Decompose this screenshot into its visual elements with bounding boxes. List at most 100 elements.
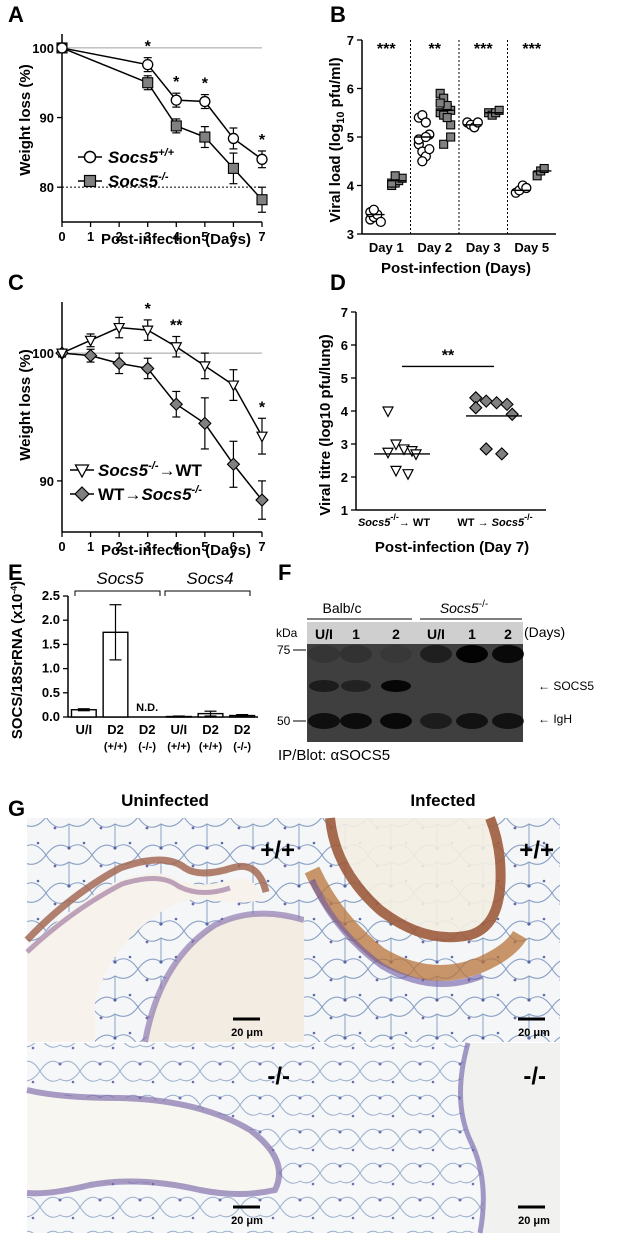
panel-c-sig-1: ** [170, 318, 183, 335]
panel-e-xtick-2: D2 [139, 722, 156, 737]
blot-lane-label-5: 2 [504, 626, 512, 642]
micro-col-uninfected: Uninfected [121, 791, 209, 810]
panel-e-genotype-1: (+/+) [104, 741, 128, 753]
panel-a-ytick-0: 80 [40, 180, 54, 195]
blot-igh-band-3 [420, 713, 452, 729]
micrograph-infected-wt: +/+ 20 μm [304, 818, 560, 1042]
panel-b-g0-wt-point-5 [369, 205, 378, 214]
panel-b-sig-1: ** [429, 41, 442, 58]
panel-d-ytick-4: 5 [341, 371, 348, 386]
panel-d-sig: ** [442, 347, 455, 364]
panel-d-ytick-6: 7 [341, 305, 348, 320]
panel-d-g0-point-6 [391, 466, 401, 476]
panel-d-g0-point-7 [403, 470, 413, 480]
panel-a-xtick-7: 7 [258, 229, 265, 244]
panel-d-ytick-5: 6 [341, 338, 348, 353]
panel-e-genotype-5: (-/-) [233, 741, 251, 753]
panel-c-xtick-4: 4 [173, 539, 181, 554]
panel-a-series-1-point-5 [257, 195, 267, 205]
panel-b-chart: Viral load (log10 pfu/ml) Post-infection… [327, 33, 556, 277]
panel-a-series-0-point-5 [257, 154, 267, 164]
blot-lane-label-2: 2 [392, 626, 400, 642]
micro-scalebar-2: 20 μm [518, 1027, 550, 1039]
panel-d-g0-point-4 [383, 448, 393, 458]
panel-a-ytick-2: 100 [32, 41, 54, 56]
micrograph-infected-ko: -/- 20 μm [304, 1043, 560, 1233]
panel-d-xtick-2: WT → Socs5-/- [457, 512, 532, 529]
panel-c-ytick-0: 90 [40, 474, 54, 489]
blot-lane-label-4: 1 [468, 626, 476, 642]
panel-b-ylabel: Viral load (log10 pfu/ml) [327, 57, 347, 222]
panel-a-xtick-3: 3 [144, 229, 151, 244]
panel-a-ylabel: Weight loss (%) [17, 64, 34, 175]
panel-a-sig-0: * [145, 39, 152, 56]
panel-e-genotype-4: (+/+) [199, 741, 223, 753]
panel-d-ytick-3: 4 [341, 404, 349, 419]
panel-b-g1-wt-point-2 [421, 118, 430, 127]
blot-high-band-1 [340, 645, 372, 663]
panel-e-ytick-4: 2.0 [42, 612, 60, 627]
legend-label-ko: Socs5-/- [108, 171, 169, 191]
panel-a-series-1-point-4 [228, 163, 238, 173]
micrograph-uninfected-ko: -/- 20 μm [27, 1043, 304, 1233]
panel-a-series-1-point-1 [143, 78, 153, 88]
blot-socs5-band-0 [309, 680, 339, 692]
panel-d-ytick-0: 1 [341, 503, 348, 518]
panel-e-ytick-0: 0.0 [42, 709, 60, 724]
panel-c-xtick-0: 0 [58, 539, 65, 554]
panel-e-chart: SOCS/18SrRNA (x10-4) Socs5 Socs4 0.00.51… [9, 569, 258, 753]
panel-d-g1-point-2 [491, 397, 503, 409]
panel-d-chart: Viral titre (log10 pfu/lung) Socs5-/-→ W… [317, 305, 546, 556]
panel-e-genotype-3: (+/+) [167, 741, 191, 753]
panel-d-ytick-2: 3 [341, 437, 348, 452]
panel-a-chart: Weight loss (%) Post-infection (Days) So… [17, 34, 267, 248]
panel-letter-a: A [8, 2, 24, 27]
micrograph-uninfected-wt: +/+ 20 μm [27, 818, 304, 1042]
panel-b-sig-2: *** [474, 41, 493, 58]
blot-kda-label: kDa [276, 626, 298, 640]
blot-group-ko: Socs5-/- [440, 599, 488, 616]
blot-igh-band-1 [340, 713, 372, 729]
panel-a-legend: Socs5+/+ Socs5-/- [78, 147, 175, 191]
panel-e-ylabel: SOCS/18SrRNA (x10-4) [9, 581, 26, 739]
panel-e-ytick-5: 2.5 [42, 588, 60, 603]
blot-igh-band-0 [308, 713, 340, 729]
panel-b-ytick-3: 6 [347, 82, 354, 97]
panel-b-sig-3: *** [522, 41, 541, 58]
panel-c-ylabel: Weight loss (%) [17, 349, 34, 460]
blot-lane-label-1: 1 [352, 626, 360, 642]
panel-c-series-0-point-3 [143, 326, 153, 336]
panel-c-series-0-point-4 [171, 343, 181, 353]
panel-e-xtick-5: D2 [234, 722, 251, 737]
blot-lane-label-3: U/I [427, 626, 445, 642]
panel-e-genotype-2: (-/-) [138, 741, 156, 753]
panel-b-g0-wt-point-3 [376, 217, 385, 226]
panel-c-xtick-1: 1 [87, 539, 94, 554]
panel-e-ytick-3: 1.5 [42, 636, 60, 651]
panel-a-series-0-point-3 [200, 97, 210, 107]
blot-socs5-band-1 [341, 680, 371, 692]
panel-b-g2-wt-point-3 [473, 118, 482, 127]
panel-d-g0-point-0 [383, 407, 393, 417]
panel-b-g1-ko-point-11 [447, 133, 455, 141]
panel-a-xtick-0: 0 [58, 229, 65, 244]
panel-b-g3-wt-point-3 [522, 183, 531, 192]
blot-igh-band-2 [380, 713, 412, 729]
panel-a-series-1-point-3 [200, 132, 210, 142]
legend-label-wt: Socs5+/+ [108, 147, 175, 167]
blot-high-band-2 [380, 645, 412, 663]
panel-letter-f: F [278, 560, 291, 585]
panel-a-sig-3: * [259, 132, 266, 149]
blot-footer: IP/Blot: αSOCS5 [278, 747, 390, 764]
blot-high-band-4 [456, 645, 488, 663]
panel-c-xtick-7: 7 [258, 539, 265, 554]
panel-c-sig-2: * [259, 399, 266, 416]
panel-letter-g: G [8, 796, 25, 821]
panel-a-series-0-point-1 [143, 60, 153, 70]
panel-b-xtick-2: Day 3 [466, 240, 501, 255]
blot-band-label-socs5: ← SOCS5 [538, 679, 594, 693]
panel-a-xtick-4: 4 [173, 229, 181, 244]
panel-d-g1-point-7 [496, 448, 508, 460]
blot-band-label-igh: ← IgH [538, 712, 572, 726]
